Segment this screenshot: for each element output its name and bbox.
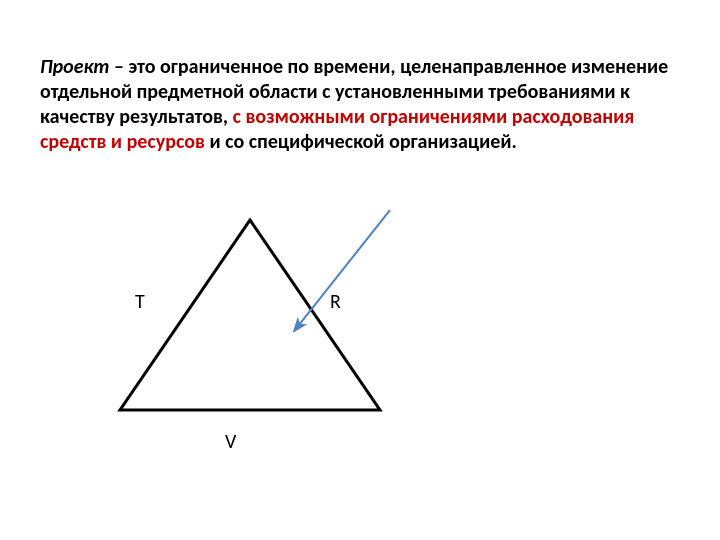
triangle-diagram: T R V (100, 210, 500, 510)
label-t: T (135, 290, 145, 314)
label-v: V (225, 430, 236, 454)
triangle-shape (120, 220, 380, 410)
definition-text: Проект – это ограниченное по времени, це… (40, 55, 680, 155)
term-project: Проект (40, 55, 110, 79)
triangle-svg (100, 210, 500, 510)
text-seg2: и со специфической организацией. (205, 130, 517, 154)
label-r: R (330, 290, 341, 314)
pointer-arrow (295, 210, 390, 330)
